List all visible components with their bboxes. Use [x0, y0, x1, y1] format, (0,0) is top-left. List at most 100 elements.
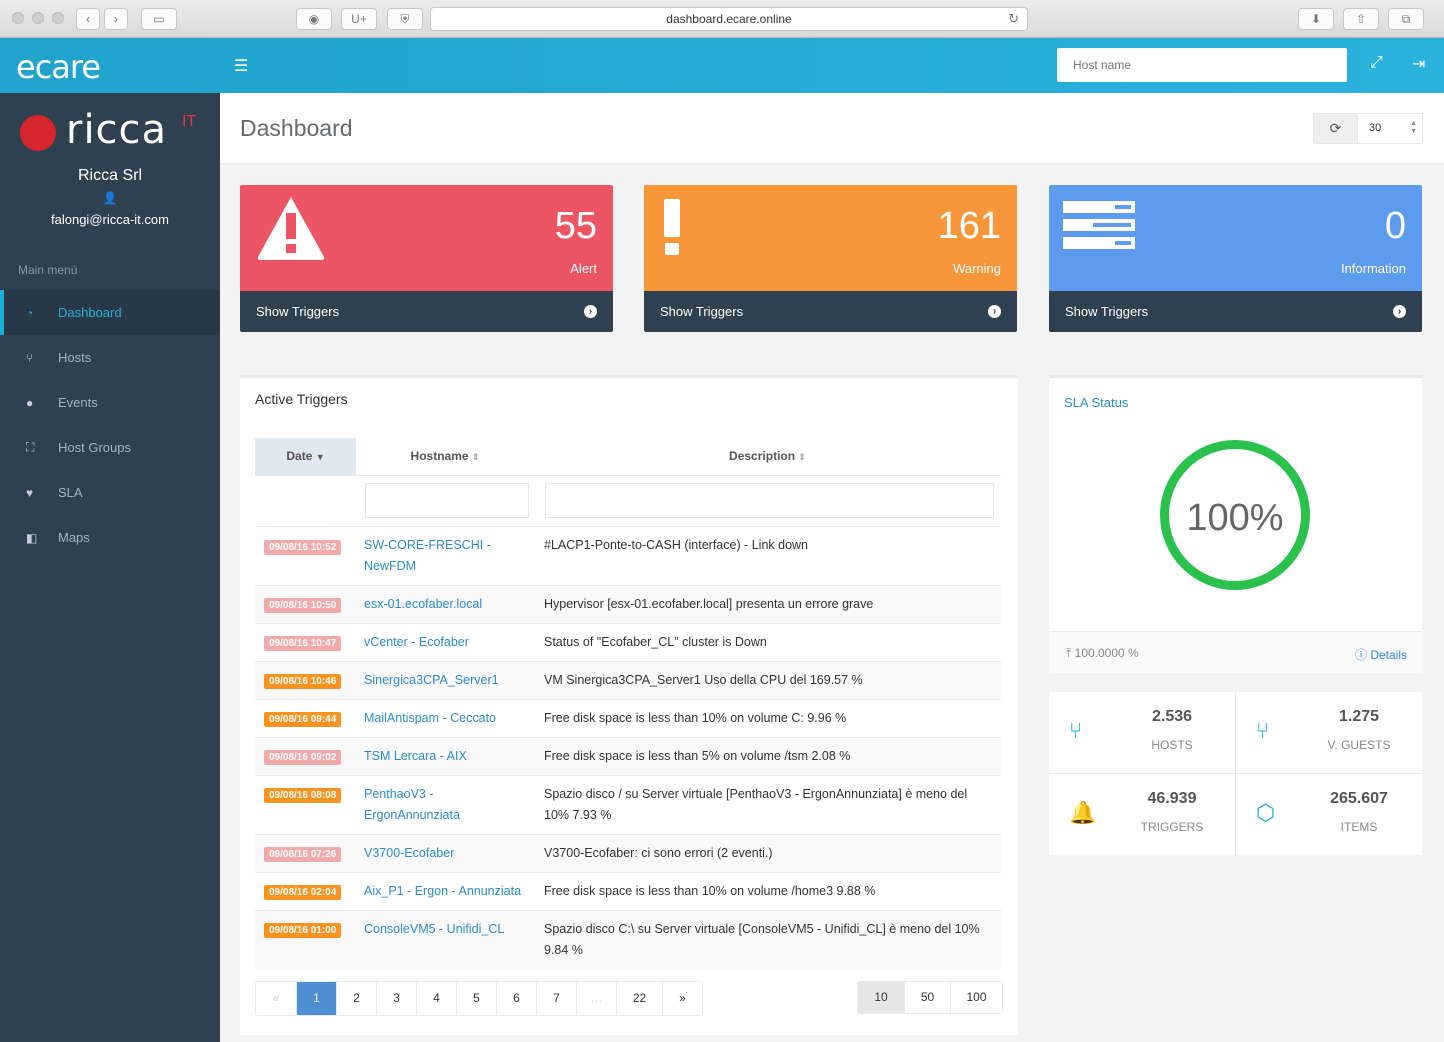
ecare-logo[interactable]: ecare	[16, 48, 101, 86]
host-link[interactable]: esx-01.ecofaber.local	[364, 597, 483, 611]
description-filter-input[interactable]	[545, 483, 994, 518]
window-close-button[interactable]	[12, 12, 24, 24]
fork-icon: ⑂	[1069, 718, 1083, 743]
sidebar-toggle-button[interactable]: ▭	[141, 8, 177, 30]
table-row[interactable]: 09/08/16 10:50 esx-01.ecofaber.local Hyp…	[255, 585, 1001, 623]
sla-details-label: Details	[1370, 648, 1407, 662]
spinner-arrows-icon[interactable]: ▲ ▼	[1410, 120, 1417, 135]
page-3-button[interactable]: 3	[376, 982, 416, 1015]
sla-details-link[interactable]: ⓘ Details	[1355, 646, 1407, 663]
page-4-button[interactable]: 4	[416, 982, 456, 1015]
table-row[interactable]: 09/08/16 09:02 TSM Lercara - AIX Free di…	[255, 737, 1001, 775]
page-size-10-button[interactable]: 10	[858, 982, 904, 1013]
host-search-input[interactable]	[1057, 48, 1347, 82]
reload-icon[interactable]: ↻	[1008, 11, 1019, 26]
forward-button[interactable]: ›	[104, 8, 128, 30]
column-header-hostname[interactable]: Hostname ⇕	[356, 438, 534, 475]
host-link[interactable]: Aix_P1 - Ergon - Annunziata	[364, 884, 522, 898]
company-name: Ricca Srl	[77, 167, 142, 184]
page-5-button[interactable]: 5	[456, 982, 496, 1015]
stat-label: Warning	[953, 261, 1001, 276]
page-ellipsis: …	[576, 982, 616, 1015]
sidebar-item-host-groups[interactable]: ⛶ Host Groups	[0, 425, 220, 470]
table-row[interactable]: 09/08/16 10:52 SW-CORE-FRESCHI - NewFDM …	[255, 526, 1001, 585]
column-header-date[interactable]: Date ▼	[255, 438, 356, 475]
page-7-button[interactable]: 7	[536, 982, 576, 1015]
sidebar: ricca IT Ricca Srl 👤 falongi@ricca-it.co…	[0, 93, 220, 1042]
host-link[interactable]: ConsoleVM5 - Unifidi_CL	[364, 922, 505, 936]
column-header-label: Hostname	[410, 449, 469, 463]
sidebar-item-events[interactable]: ● Events	[0, 380, 220, 425]
column-header-description[interactable]: Description ⇕	[534, 438, 1001, 475]
page-6-button[interactable]: 6	[496, 982, 536, 1015]
address-bar[interactable]: dashboard.ecare.online ↻	[430, 7, 1028, 31]
table-row[interactable]: 09/08/16 10:46 Sinergica3CPA_Server1 VM …	[255, 661, 1001, 699]
host-link[interactable]: V3700-Ecofaber	[364, 846, 455, 860]
fullscreen-icon[interactable]: ⤢	[1370, 54, 1383, 71]
page-prev-button[interactable]: «	[256, 982, 296, 1015]
column-header-label: Description	[729, 449, 796, 463]
show-triggers-information-link[interactable]: Show Triggers ›	[1049, 291, 1422, 332]
host-link[interactable]: SW-CORE-FRESCHI - NewFDM	[364, 538, 491, 573]
date-badge: 09/08/16 02:04	[264, 885, 342, 900]
page-2-button[interactable]: 2	[336, 982, 376, 1015]
extension-u-button[interactable]: U+	[341, 8, 377, 30]
counters-panel: ⑂ 2.536 HOSTS ⑂ 1.275 V. GUESTS 🔔 46.939…	[1049, 692, 1422, 855]
page-1-button[interactable]: 1	[296, 982, 336, 1015]
back-button[interactable]: ‹	[76, 8, 100, 30]
refresh-button[interactable]: ⟳	[1314, 114, 1358, 143]
host-link[interactable]: vCenter - Ecofaber	[364, 635, 469, 649]
trigger-description: #LACP1-Ponte-to-CASH (interface) - Link …	[544, 538, 809, 552]
upload-icon: ⤒	[1066, 646, 1072, 660]
table-row[interactable]: 09/08/16 10:47 vCenter - Ecofaber Status…	[255, 623, 1001, 661]
table-row[interactable]: 09/08/16 09:44 MailAntispam - Ceccato Fr…	[255, 699, 1001, 737]
page-size-100-button[interactable]: 100	[950, 982, 1002, 1013]
trigger-description: Status of "Ecofaber_CL" cluster is Down	[544, 635, 767, 649]
downloads-button[interactable]: ⬇	[1298, 8, 1334, 30]
browser-chrome: ‹ › ▭ ◉ U+ ⛨ dashboard.ecare.online ↻ ⬇ …	[0, 0, 1444, 38]
logout-icon[interactable]: ⇥	[1412, 56, 1426, 73]
arrow-circle-right-icon: ›	[988, 305, 1001, 318]
window-zoom-button[interactable]	[52, 12, 64, 24]
host-link[interactable]: TSM Lercara - AIX	[364, 749, 467, 763]
ricca-brand-text: ricca	[66, 107, 168, 153]
privacy-button[interactable]: ◉	[296, 8, 332, 30]
table-row[interactable]: 09/08/16 08:08 PenthaoV3 - ErgonAnnunzia…	[255, 775, 1001, 834]
page-22-button[interactable]: 22	[616, 982, 662, 1015]
chevron-left-icon: ‹	[86, 12, 90, 26]
date-badge: 09/08/16 01:00	[264, 923, 342, 938]
sla-value-text: 100.0000 %	[1074, 646, 1139, 660]
download-icon: ⬇	[1310, 12, 1322, 26]
cubes-icon: ⬡	[1256, 800, 1276, 825]
page-next-button[interactable]: »	[662, 982, 702, 1015]
sidebar-item-sla[interactable]: ♥ SLA	[0, 470, 220, 515]
date-badge: 09/08/16 10:47	[264, 636, 342, 651]
sla-status-title[interactable]: SLA Status	[1064, 395, 1129, 410]
share-button[interactable]: ⇧	[1343, 8, 1379, 30]
extension-a-button[interactable]: ⛨	[387, 8, 423, 30]
bell-icon: 🔔	[1069, 800, 1097, 825]
hostname-filter-input[interactable]	[365, 483, 529, 518]
show-triggers-label: Show Triggers	[660, 304, 744, 319]
host-link[interactable]: PenthaoV3 - ErgonAnnunziata	[364, 787, 460, 822]
sidebar-item-maps[interactable]: ◧ Maps	[0, 515, 220, 560]
page-size-50-button[interactable]: 50	[904, 982, 950, 1013]
table-row[interactable]: 09/08/16 02:04 Aix_P1 - Ergon - Annunzia…	[255, 872, 1001, 910]
sidebar-item-hosts[interactable]: ⑂ Hosts	[0, 335, 220, 380]
heartbeat-icon: ♥	[26, 485, 34, 500]
show-triggers-warning-link[interactable]: Show Triggers ›	[644, 291, 1017, 332]
menu-toggle-icon[interactable]: ☰	[234, 58, 249, 75]
trigger-description: Hypervisor [esx-01.ecofaber.local] prese…	[544, 597, 874, 611]
ricca-brand-sup: IT	[182, 113, 197, 130]
host-link[interactable]: Sinergica3CPA_Server1	[364, 673, 499, 687]
host-link[interactable]: MailAntispam - Ceccato	[364, 711, 496, 725]
tabs-button[interactable]: ⧉	[1388, 8, 1424, 30]
table-row[interactable]: 09/08/16 01:00 ConsoleVM5 - Unifidi_CL S…	[255, 910, 1001, 969]
show-triggers-label: Show Triggers	[256, 304, 340, 319]
table-row[interactable]: 09/08/16 07:26 V3700-Ecofaber V3700-Ecof…	[255, 834, 1001, 872]
sidebar-item-dashboard[interactable]: ◔ Dashboard	[0, 290, 220, 335]
window-minimize-button[interactable]	[32, 12, 44, 24]
refresh-interval-input[interactable]: 30	[1369, 122, 1382, 134]
show-triggers-alert-link[interactable]: Show Triggers ›	[240, 291, 613, 332]
show-triggers-label: Show Triggers	[1065, 304, 1149, 319]
